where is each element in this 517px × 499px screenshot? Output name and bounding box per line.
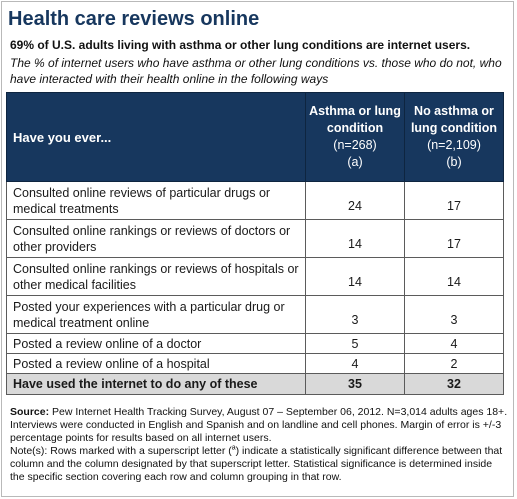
row-label: Consulted online rankings or reviews of …	[6, 257, 306, 296]
group-letter: (a)	[347, 155, 363, 169]
value-b: 2	[404, 353, 504, 374]
row-label: Posted a review online of a hospital	[6, 353, 306, 374]
value-a: 4	[305, 353, 405, 374]
value-b: 17	[404, 219, 504, 258]
value-a: 24	[305, 181, 405, 220]
question-header: Have you ever...	[6, 92, 306, 182]
table-row: Consulted online rankings or reviews of …	[6, 257, 504, 296]
source-label: Source:	[10, 406, 50, 418]
group-name: Asthma or lung condition	[309, 104, 401, 135]
row-label: Consulted online reviews of particular d…	[6, 181, 306, 220]
note-superscript: a	[231, 444, 236, 452]
table-description: The % of internet users who have asthma …	[10, 56, 502, 86]
group-sample-size: (n=268)	[333, 138, 377, 152]
group-sample-size: (n=2,109)	[427, 138, 481, 152]
table-row: Posted a review online of a doctor 5 4	[6, 333, 504, 354]
value-b: 17	[404, 181, 504, 220]
row-label: Posted a review online of a doctor	[6, 333, 306, 354]
row-label: Posted your experiences with a particula…	[6, 295, 306, 334]
summary-label: Have used the internet to do any of thes…	[6, 373, 306, 395]
significance-note: Note(s): Rows marked with a superscript …	[10, 445, 508, 484]
summary-value-a: 35	[305, 373, 405, 395]
value-b: 3	[404, 295, 504, 334]
page-title: Health care reviews online	[8, 8, 260, 30]
group-header-b: No asthma or lung condition (n=2,109) (b…	[404, 92, 504, 182]
table-row: Consulted online reviews of particular d…	[6, 181, 504, 220]
table-header-row: Have you ever... Asthma or lung conditio…	[6, 92, 504, 182]
table-row: Posted your experiences with a particula…	[6, 295, 504, 334]
group-letter: (b)	[446, 155, 462, 169]
group-name: No asthma or lung condition	[410, 104, 498, 135]
summary-value-b: 32	[404, 373, 504, 395]
summary-row: Have used the internet to do any of thes…	[6, 373, 504, 395]
source-text: Pew Internet Health Tracking Survey, Aug…	[10, 406, 508, 444]
row-label: Consulted online rankings or reviews of …	[6, 219, 306, 258]
footnote: Source: Pew Internet Health Tracking Sur…	[10, 406, 508, 484]
value-b: 4	[404, 333, 504, 354]
value-b: 14	[404, 257, 504, 296]
survey-table: Have you ever... Asthma or lung conditio…	[6, 92, 504, 395]
note-after: ) indicate a statistically significant d…	[10, 445, 503, 483]
value-a: 14	[305, 257, 405, 296]
table-row: Consulted online rankings or reviews of …	[6, 219, 504, 258]
table-row: Posted a review online of a hospital 4 2	[6, 353, 504, 374]
value-a: 14	[305, 219, 405, 258]
group-header-a: Asthma or lung condition (n=268) (a)	[305, 92, 405, 182]
value-a: 3	[305, 295, 405, 334]
value-a: 5	[305, 333, 405, 354]
note-before: Note(s): Rows marked with a superscript …	[10, 445, 232, 457]
page-subtitle: 69% of U.S. adults living with asthma or…	[10, 38, 471, 52]
source-note: Source: Pew Internet Health Tracking Sur…	[10, 406, 508, 445]
